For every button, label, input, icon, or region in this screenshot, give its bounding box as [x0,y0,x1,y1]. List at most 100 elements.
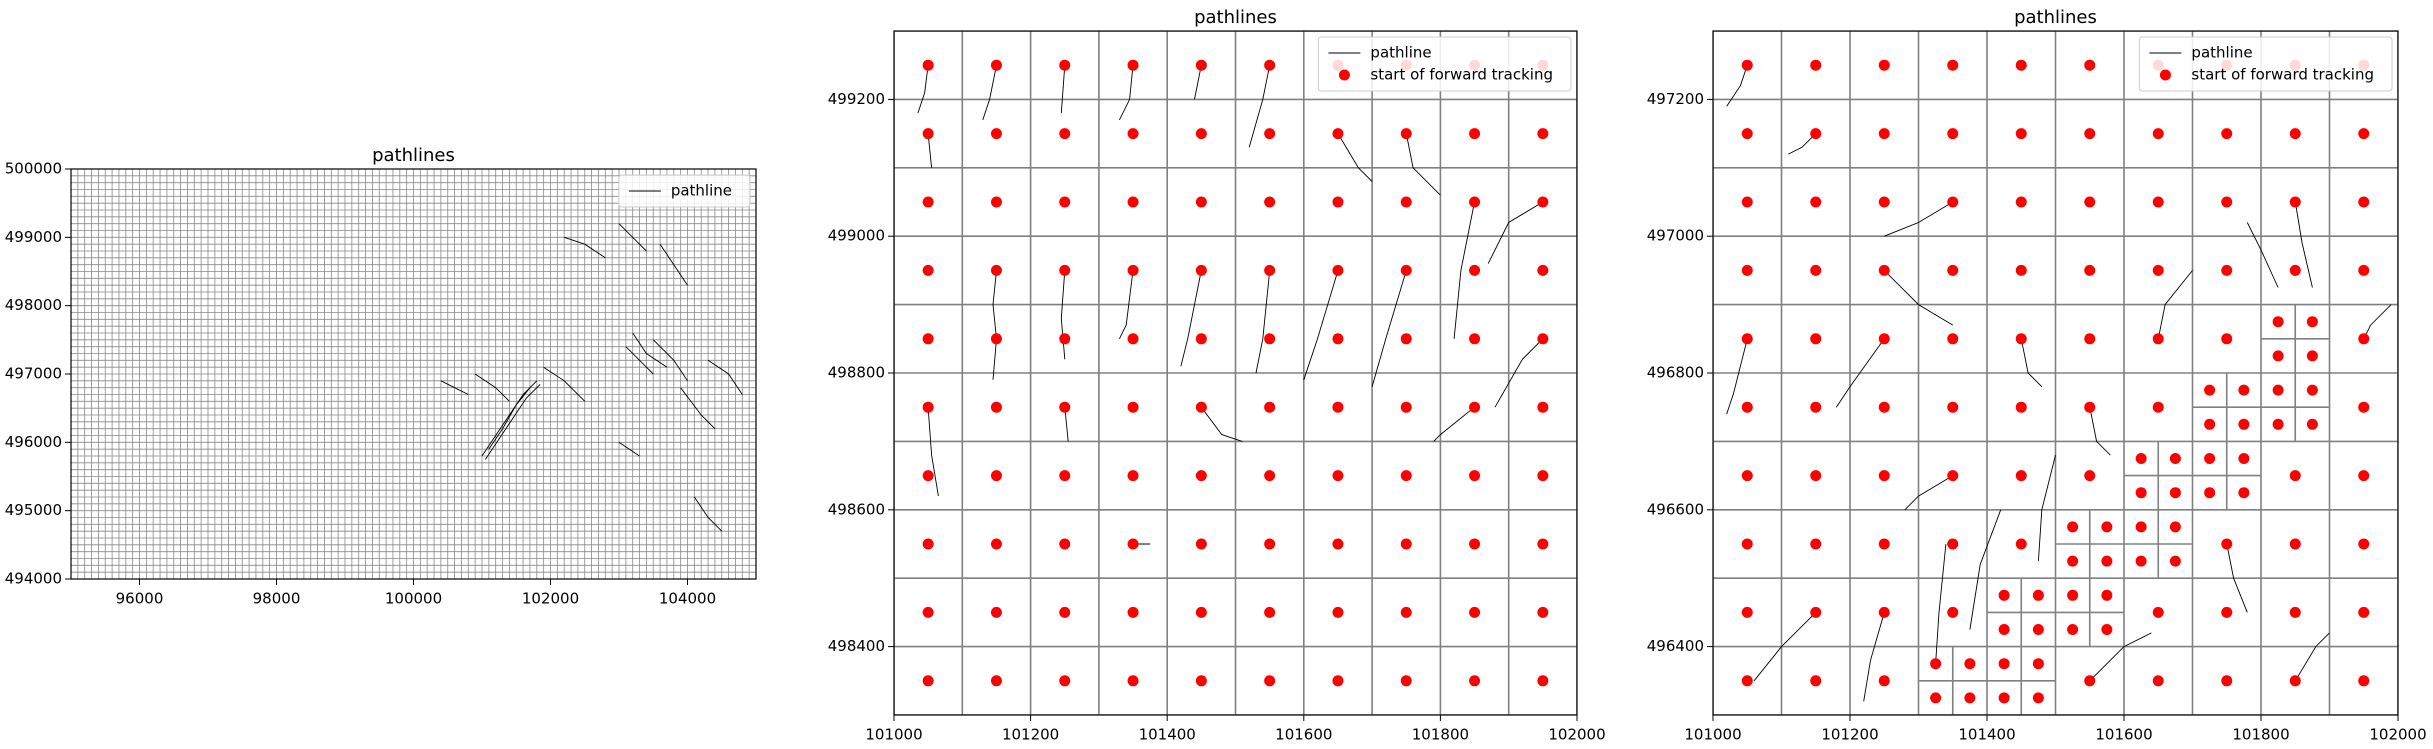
start-point [990,401,1002,413]
start-point [1947,470,1959,482]
start-point [1059,333,1071,345]
chart-title: pathlines [2014,7,2097,28]
start-point [2084,264,2096,276]
start-point [1400,333,1412,345]
start-point [2169,487,2181,499]
start-point [1127,675,1139,687]
x-tick-label: 101400 [1958,726,2015,744]
start-point [1930,692,1942,704]
start-point [2358,538,2370,550]
start-point [2015,333,2027,345]
start-point [1537,264,1549,276]
start-point [2289,470,2301,482]
start-point [990,470,1002,482]
start-point [2289,675,2301,687]
start-point [1741,196,1753,208]
start-point [1195,128,1207,140]
start-point [1810,196,1822,208]
start-point [2272,350,2284,362]
start-point [1947,606,1959,618]
start-point [2358,264,2370,276]
start-point [1878,333,1890,345]
start-point [1810,538,1822,550]
start-point [2238,487,2250,499]
start-point [1264,538,1276,550]
start-point [990,606,1002,618]
start-point [1878,538,1890,550]
y-tick-label: 496400 [1647,637,1704,655]
y-tick-label: 496800 [1647,364,1704,382]
start-point [1127,470,1139,482]
start-point [2358,606,2370,618]
start-point [2015,59,2027,71]
start-point [2221,196,2233,208]
plot-area [894,31,1577,715]
start-point [2221,538,2233,550]
start-point [2169,453,2181,464]
start-point [1537,470,1549,482]
legend: pathline [618,174,751,208]
y-tick-label: 497000 [1647,227,1704,245]
start-point [2221,333,2233,345]
start-point [1195,675,1207,687]
start-point [2272,316,2284,328]
start-point [1947,264,1959,276]
start-point [1264,675,1276,687]
start-point [2358,675,2370,687]
start-point [2101,521,2113,533]
start-point [2067,589,2079,601]
start-point [922,606,934,618]
start-point [922,196,934,208]
start-point [2221,128,2233,140]
start-point [2306,418,2318,430]
start-point [1998,658,2010,670]
start-point [2015,470,2027,482]
start-point [2135,521,2147,533]
start-point [1400,128,1412,140]
x-tick-label: 101600 [2095,726,2152,744]
start-point [2272,418,2284,430]
start-point [1195,264,1207,276]
start-point [1537,675,1549,687]
start-point [2289,128,2301,140]
start-point [1947,538,1959,550]
start-point [2015,401,2027,413]
start-point [1537,196,1549,208]
start-point [1332,196,1344,208]
start-point [2289,538,2301,550]
start-point [1469,470,1481,482]
chart-title: pathlines [372,145,455,166]
start-point [1878,606,1890,618]
start-point [2032,589,2044,601]
start-point [1400,606,1412,618]
start-point [2101,555,2113,567]
start-point [1810,128,1822,140]
y-tick-label: 497200 [1647,90,1704,108]
start-point [1264,128,1276,140]
start-point [2084,470,2096,482]
start-point [2084,59,2096,71]
panel: 96000 98000 100000 102000 104000 494000 495000… [5,145,757,608]
legend-swatch [2159,69,2171,81]
start-point [1059,196,1071,208]
y-tick-label: 496000 [5,433,62,451]
start-point [1059,606,1071,618]
start-point [2135,487,2147,499]
start-point [2306,316,2318,328]
pathline [917,65,1544,545]
y-tick-label: 498600 [828,500,885,518]
start-point [2289,196,2301,208]
start-point [1537,333,1549,345]
start-point [2289,606,2301,618]
start-point [1195,606,1207,618]
start-point [1947,401,1959,413]
start-point [1741,59,1753,71]
y-tick-label: 500000 [5,160,62,178]
start-point [990,538,1002,550]
y-tick-label: 494000 [5,570,62,588]
start-point [1059,264,1071,276]
start-point [1878,675,1890,687]
start-point [1469,401,1481,413]
pathline [440,223,743,532]
start-point [1741,128,1753,140]
